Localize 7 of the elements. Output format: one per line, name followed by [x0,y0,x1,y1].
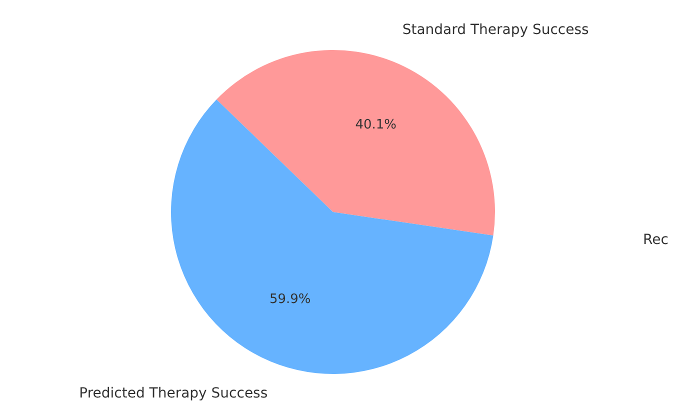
slice-label: Standard Therapy Success [402,22,589,38]
data-label: 40.1% [355,117,397,132]
pie-slice [216,50,495,236]
slice-label: Predicted Therapy Success [79,386,268,402]
pie-slice [171,99,494,374]
data-label: 59.9% [269,292,311,307]
text: Rec [643,232,668,248]
